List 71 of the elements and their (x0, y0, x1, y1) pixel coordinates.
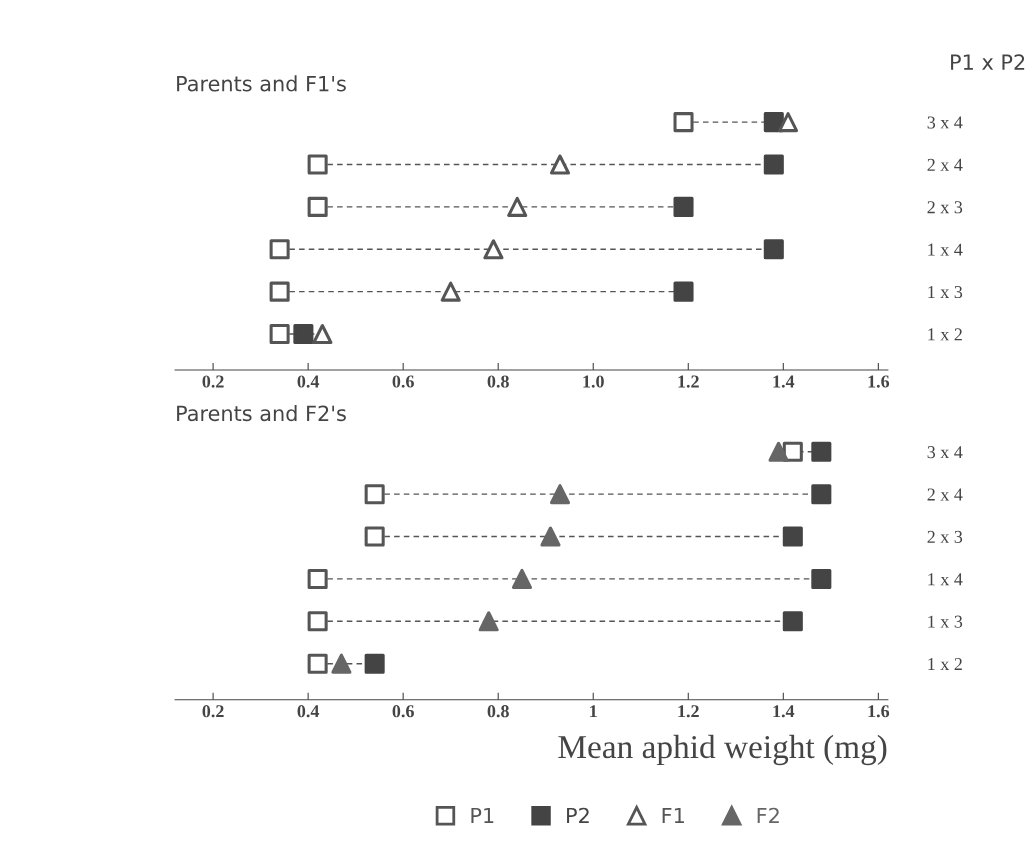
x-tick-label: 0.4 (297, 705, 320, 718)
x-tick-label: 1.2 (678, 375, 699, 388)
chart-title: Parents and F1's (177, 75, 346, 92)
y-tick-label: 2 x 4 (927, 158, 963, 171)
point (811, 484, 832, 505)
point (293, 323, 314, 345)
y-tick-label: 1 x 3 (928, 615, 963, 628)
y-tick-label: 1 x 2 (928, 658, 962, 670)
y-tick-label: 2 x 3 (927, 201, 963, 214)
point (440, 281, 461, 302)
point (768, 441, 789, 462)
legend-label: P1 (471, 807, 494, 824)
y-tick-label: 1 x 4 (928, 573, 963, 586)
point (483, 239, 504, 260)
point (811, 441, 832, 462)
y-tick-label: 2 x 4 (927, 488, 963, 501)
point (549, 484, 571, 505)
point (312, 323, 333, 345)
x-tick-label: 0.6 (392, 705, 414, 718)
point (478, 611, 499, 632)
y-tick-label: 3 x 4 (927, 116, 963, 129)
point (269, 281, 290, 302)
x-tick-label: 1.6 (868, 375, 890, 388)
x-tick-label: 1.6 (868, 705, 890, 718)
y-tick-label: 1 x 3 (928, 285, 963, 299)
y-tick-label: 2 x 3 (927, 530, 963, 543)
point (307, 611, 328, 632)
x-tick-label: 0.2 (202, 705, 224, 718)
legend-label: P2 (567, 807, 589, 824)
legend-label: F1 (662, 807, 684, 824)
point (673, 281, 694, 302)
point (782, 611, 803, 632)
x-axis-title: Mean aphid weight (mg) (558, 734, 887, 766)
point (307, 568, 328, 589)
y-tick-label: 1 x 4 (928, 243, 963, 256)
point (778, 112, 799, 133)
chart-title: Parents and F2's (177, 405, 346, 422)
point (364, 526, 385, 547)
x-tick-label: 0.2 (202, 375, 224, 388)
point (763, 239, 784, 260)
x-tick-label: 1.0 (583, 375, 604, 388)
point (549, 154, 571, 175)
x-tick-label: 0.8 (487, 375, 509, 388)
point (673, 196, 694, 217)
x-tick-label: 0.4 (297, 375, 320, 388)
point (307, 653, 328, 674)
legend-label: F2 (757, 807, 779, 824)
x-tick-label: 0.6 (392, 375, 414, 388)
x-tick-label: 1.4 (773, 375, 795, 388)
point (763, 154, 784, 175)
point (307, 154, 328, 175)
point (782, 526, 803, 547)
point (811, 568, 832, 589)
point (540, 526, 561, 547)
point (511, 568, 532, 589)
point (364, 484, 385, 505)
x-tick-label: 1 (590, 705, 597, 718)
x-tick-label: 0.8 (487, 705, 509, 718)
point (307, 196, 328, 217)
point (364, 653, 385, 674)
point (269, 239, 290, 260)
x-tick-label: 1.4 (773, 705, 795, 718)
y-tick-label: 1 x 2 (928, 328, 962, 341)
point (673, 112, 694, 133)
point (269, 323, 290, 345)
x-tick-label: 1.2 (678, 705, 699, 718)
point (782, 441, 803, 462)
point (331, 653, 352, 674)
point (507, 196, 528, 217)
text: P1 x P2 (951, 54, 1025, 70)
y-tick-label: 3 x 4 (927, 446, 963, 459)
